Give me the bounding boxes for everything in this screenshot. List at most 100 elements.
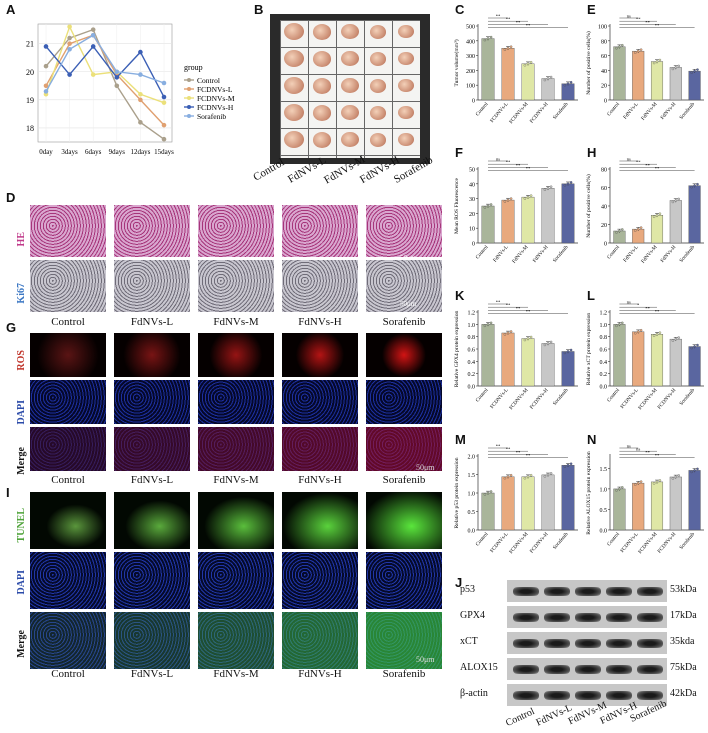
tumor-sample [341,78,359,94]
sample-point [621,486,624,489]
bar [650,215,664,244]
significance-label: ** [526,166,531,171]
data-point [90,27,96,32]
column-labels-i: Control FdNVs-L FdNVs-M FdNVs-H Sorafeni… [30,668,450,682]
sample-point [671,339,675,342]
col-label-low: FdNVs-L [130,668,174,680]
col-label-high: FdNVs-H [298,474,342,486]
y-tick-label: 40 [601,205,607,211]
lane-label-control: Control [504,706,537,729]
sample-point [486,491,490,495]
bar [541,188,555,244]
sample-point [543,343,547,347]
merge-image [198,612,274,669]
y-tick-label: 2.0 [468,455,476,461]
dapi-image [366,552,442,609]
legend-marker [187,87,191,91]
sample-point [509,330,513,333]
sample-point [563,351,567,355]
x-tick-label: 12days [130,148,150,156]
bar [650,334,664,387]
data-point [138,97,143,103]
sample-point [658,331,662,334]
dapi-image [366,380,442,424]
merge-image [366,427,442,471]
sample-point [618,45,621,48]
sample-point [639,48,643,51]
y-axis-label: Mean ROS Fluorescence [454,178,460,234]
series-line [45,34,165,126]
sample-point [615,231,618,234]
sample-point [509,473,513,477]
scale-bar-tunel: 50μm [416,655,435,664]
blot-strip [507,606,667,628]
y-axis-label: Relative ALOX15 protein expression [586,451,592,535]
y-tick-label: 1.0 [468,323,476,329]
significance-label: ** [516,450,521,455]
row-label-he: HE [16,232,27,247]
x-tick-label: FCDNVs-M [508,101,530,125]
sample-point [486,204,490,208]
sample-point [696,343,699,347]
ros-image [198,333,274,377]
sample-point [566,463,570,467]
dapi-image [30,380,106,424]
row-label-dapi-i: DAPI [16,570,27,595]
blot-strip [507,632,667,654]
blot-band [575,639,601,648]
x-tick-label: FCDNVs-L [489,387,509,410]
panel-letter-h: H [587,145,597,160]
x-tick-label: 0day [39,148,53,156]
bar [688,346,701,387]
blot-band [575,665,601,674]
he-image [282,205,358,257]
bar [541,78,555,101]
col-label-control: Control [51,474,85,486]
significance-label: ** [506,447,511,452]
sample-point [563,83,567,87]
sample-point [690,470,693,474]
bar [521,196,535,244]
bar-chart-tumor-volume: 0 100 200 300 400 500 Tumor volume(mm³) Control… [453,13,578,125]
data-point [90,44,96,49]
significance-label: ** [655,23,660,28]
sample-point [569,80,573,84]
sample-point [674,475,678,479]
bar-chart-p53: 0.0 0.5 1.0 1.5 2.0 Relative p53 protein expr… [454,443,578,555]
sample-point [503,476,507,480]
sample-point [546,186,550,190]
sample-point [543,188,547,191]
sample-point [526,62,530,65]
x-tick-label: Control [475,531,490,547]
col-label-high: FdNVs-H [298,316,342,328]
sample-point [639,480,643,483]
significance-label: ** [506,160,511,165]
tumor-sample [284,77,304,94]
sample-point [529,194,533,197]
blot-band [575,587,601,596]
bar [541,343,555,387]
sample-point [696,68,699,71]
row-label-merge-i: Merge [16,630,27,658]
sample-point [693,184,696,187]
x-tick-label: FdNVs-M [640,101,659,121]
bar [688,70,701,101]
sample-point [615,489,618,492]
tumor-sample [284,23,304,40]
dapi-image [282,380,358,424]
x-tick-label: Control [606,387,621,403]
significance-label: ** [526,23,531,28]
col-label-mid: FdNVs-M [213,316,259,328]
significance-label: ** [526,453,531,458]
dapi-image [30,552,106,609]
merge-image [282,427,358,471]
y-tick-label: 500 [466,25,475,31]
significance-label: ** [645,450,650,455]
sample-point [486,323,490,326]
col-label-high: FdNVs-H [298,668,342,680]
bar-chart-ki67-positive: 0 20 40 60 80 100 Number of positive cells(%) C… [585,13,704,122]
y-axis-label: Number of positive cells(%) [585,31,592,95]
tumor-sample [312,23,332,40]
y-tick-label: 40 [601,69,607,75]
x-tick-label: 9days [109,148,126,156]
